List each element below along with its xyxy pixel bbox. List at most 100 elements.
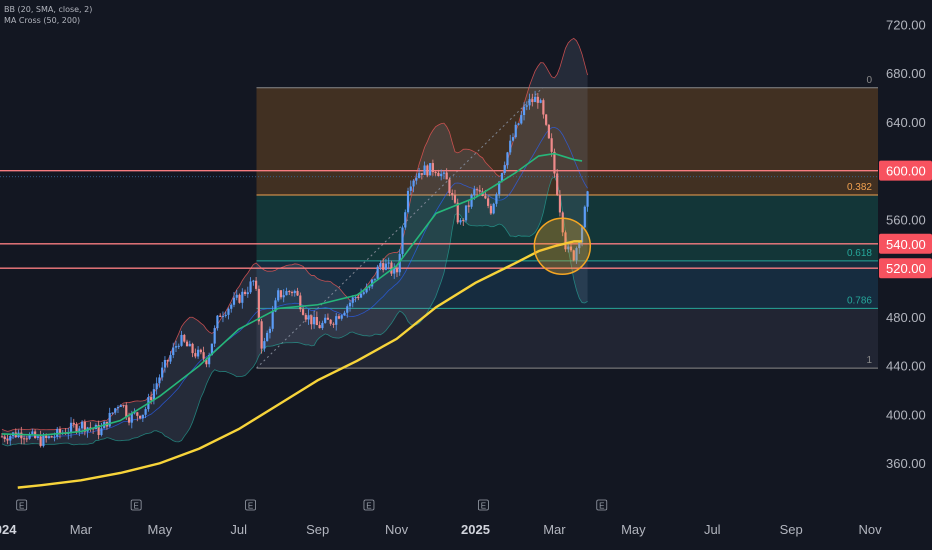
candle-body bbox=[216, 315, 219, 329]
candle-body bbox=[542, 100, 545, 115]
candle-body bbox=[313, 317, 316, 325]
candle-body bbox=[426, 165, 429, 176]
price-axis[interactable]: 720.00 680.00 640.00 600.00 560.00 520.00 480.… bbox=[878, 0, 932, 550]
price-tick-label: 480.00 bbox=[886, 310, 926, 325]
candle-body bbox=[180, 334, 183, 346]
candle-body bbox=[440, 173, 443, 177]
ma50-line bbox=[1, 152, 583, 437]
horizontal-levels[interactable] bbox=[0, 170, 878, 269]
bb-lower-band bbox=[1, 176, 588, 447]
candle-body bbox=[150, 397, 153, 401]
candle-body bbox=[257, 288, 260, 322]
candle-body bbox=[459, 220, 462, 223]
candle-body bbox=[498, 181, 501, 195]
candle-body bbox=[324, 317, 327, 323]
moving-averages bbox=[1, 152, 583, 489]
price-level-tag: 540.00 bbox=[879, 233, 932, 254]
legend-bb[interactable]: BB (20, SMA, close, 2) bbox=[4, 5, 93, 14]
candle-body bbox=[50, 436, 53, 438]
candle-body bbox=[404, 212, 407, 228]
candlesticks bbox=[0, 90, 589, 448]
fib-level-label: 1 bbox=[866, 355, 872, 366]
candle-body bbox=[235, 294, 238, 298]
candle-body bbox=[172, 347, 175, 356]
candle-body bbox=[249, 281, 252, 293]
candle-body bbox=[558, 195, 562, 213]
candle-body bbox=[163, 359, 167, 368]
candle-body bbox=[279, 290, 283, 298]
candle-body bbox=[395, 267, 399, 273]
earnings-marker-label: E bbox=[366, 502, 371, 511]
earnings-marker-box bbox=[245, 499, 256, 511]
candle-body bbox=[47, 436, 51, 438]
time-tick-label: Nov bbox=[385, 522, 409, 537]
candle-body bbox=[578, 242, 581, 249]
candle-body bbox=[511, 137, 515, 141]
legend-ma-cross[interactable]: MA Cross (50, 200) bbox=[4, 16, 81, 25]
earnings-marker-box bbox=[363, 499, 375, 511]
candle-body bbox=[263, 341, 266, 349]
fibonacci-retracement[interactable]: 0 0.382 0.618 0.786 1 bbox=[256, 75, 878, 369]
earnings-marker: E bbox=[130, 499, 142, 511]
candle-body bbox=[293, 290, 296, 294]
fib-level-label: 0 bbox=[866, 75, 872, 86]
candle-body bbox=[545, 114, 548, 125]
candle-body bbox=[25, 438, 28, 440]
candle-body bbox=[282, 295, 285, 298]
candle-body bbox=[398, 253, 401, 273]
candle-body bbox=[500, 173, 504, 182]
time-tick-label: Jul bbox=[704, 522, 721, 537]
bb-fill bbox=[1, 38, 588, 447]
earnings-marker-box bbox=[596, 499, 608, 511]
candle-body bbox=[332, 323, 335, 325]
candle-body bbox=[271, 311, 274, 329]
time-tick-label: May bbox=[621, 522, 646, 537]
time-axis[interactable]: 2024 Mar May Jul Sep Nov 2025 Mar May Jul Sep Nov bbox=[0, 522, 882, 537]
candle-body bbox=[268, 328, 272, 333]
candle-body bbox=[340, 315, 343, 319]
candle-body bbox=[53, 436, 56, 438]
candle-body bbox=[456, 202, 459, 223]
candle-body bbox=[144, 409, 147, 415]
candle-body bbox=[238, 294, 241, 303]
candle-body bbox=[191, 343, 194, 354]
price-tick-label: 440.00 bbox=[886, 359, 926, 374]
candle-body bbox=[230, 304, 233, 309]
candle-body bbox=[531, 99, 534, 103]
candle-body bbox=[155, 383, 158, 390]
fib-level-label: 0.618 bbox=[847, 248, 872, 259]
candle-body bbox=[22, 438, 26, 440]
time-tick-label: 2024 bbox=[0, 522, 17, 537]
candle-body bbox=[301, 309, 305, 315]
candle-body bbox=[423, 165, 426, 175]
candle-body bbox=[343, 312, 346, 316]
price-tick-label: 560.00 bbox=[886, 212, 926, 227]
candle-body bbox=[119, 405, 122, 407]
candle-body bbox=[564, 232, 567, 250]
candle-body bbox=[194, 353, 197, 357]
earnings-marker: E bbox=[363, 499, 375, 511]
candle-body bbox=[36, 436, 39, 438]
candle-body bbox=[174, 346, 178, 348]
candle-body bbox=[379, 263, 382, 267]
candle-body bbox=[72, 422, 75, 425]
candle-body bbox=[199, 349, 202, 353]
earnings-marker: E bbox=[596, 499, 608, 511]
candle-body bbox=[208, 355, 211, 365]
candle-body bbox=[409, 186, 412, 191]
earnings-marker: E bbox=[245, 499, 256, 511]
candle-body bbox=[177, 345, 180, 347]
price-level-tag: 600.00 bbox=[879, 160, 932, 181]
candle-body bbox=[509, 140, 512, 153]
candle-body bbox=[575, 248, 578, 261]
price-level-tag-bg bbox=[879, 233, 932, 254]
candle-body bbox=[431, 163, 434, 173]
candle-body bbox=[448, 179, 451, 194]
candle-body bbox=[417, 173, 421, 178]
candle-body bbox=[470, 194, 473, 207]
candle-body bbox=[437, 172, 440, 177]
fib-level-label: 0.786 bbox=[847, 295, 872, 306]
highlight-circle[interactable] bbox=[533, 217, 592, 275]
